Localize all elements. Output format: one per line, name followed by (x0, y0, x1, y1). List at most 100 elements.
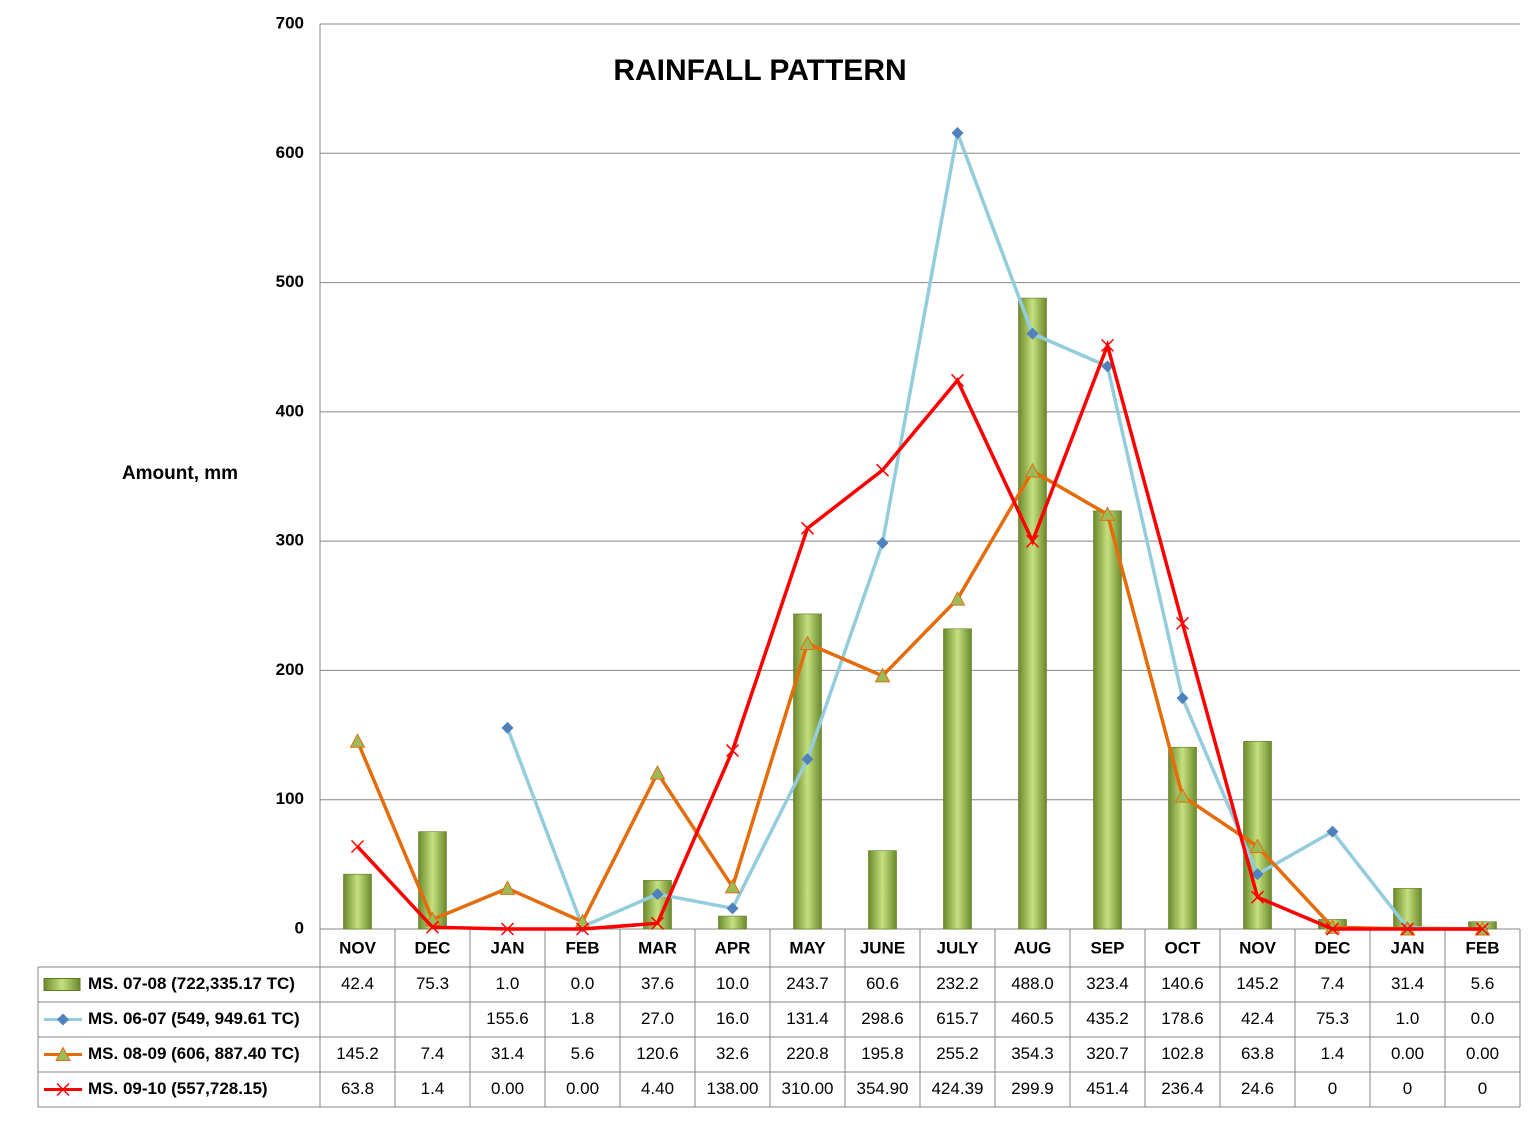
marker (1400, 922, 1415, 936)
marker (651, 888, 664, 901)
y-tick-label: 600 (276, 143, 304, 162)
marker (874, 667, 891, 683)
table-cell: 145.2 (1236, 974, 1279, 993)
table-cell: 5.6 (1471, 974, 1495, 993)
table-cell: 0.00 (1391, 1044, 1424, 1063)
legend-label: MS. 07-08 (722,335.17 TC) (88, 974, 295, 993)
table-cell: 63.8 (341, 1079, 374, 1098)
marker (56, 1082, 70, 1097)
table-cell: 75.3 (416, 974, 449, 993)
x-tick-label: DEC (1315, 938, 1351, 957)
marker (1251, 868, 1264, 881)
marker (1250, 890, 1265, 904)
marker (1174, 788, 1191, 803)
y-tick-label: 700 (276, 13, 304, 32)
table-cell: 120.6 (636, 1044, 679, 1063)
marker (1025, 534, 1040, 548)
table-cell: 354.3 (1011, 1044, 1054, 1063)
table-cell: 7.4 (421, 1044, 445, 1063)
table-cell: 1.8 (571, 1009, 595, 1028)
table-cell: 75.3 (1316, 1009, 1349, 1028)
bar (1168, 746, 1197, 930)
table-cell: 63.8 (1241, 1044, 1274, 1063)
marker (724, 878, 741, 894)
x-tick-label: JULY (937, 938, 980, 957)
table-cell: 42.4 (1241, 1009, 1274, 1028)
x-tick-label: MAY (789, 938, 826, 957)
x-tick-label: FEB (1466, 938, 1500, 957)
x-tick-label: FEB (566, 938, 600, 957)
table-cell: 0 (1403, 1079, 1412, 1098)
table-cell: 0.00 (491, 1079, 524, 1098)
marker (1024, 462, 1041, 478)
y-tick-label: 400 (276, 401, 304, 420)
marker (425, 920, 440, 934)
table-cell: 1.4 (1321, 1044, 1345, 1063)
table-cell: 488.0 (1011, 974, 1054, 993)
marker (350, 839, 365, 854)
x-tick-label: NOV (339, 938, 377, 957)
y-tick-label: 300 (276, 531, 304, 550)
bar (868, 850, 897, 930)
marker (1099, 506, 1116, 521)
marker (1100, 338, 1115, 352)
table-cell: 298.6 (861, 1009, 904, 1028)
table-cell: 37.6 (641, 974, 674, 993)
table-cell: 0.00 (566, 1079, 599, 1098)
x-tick-label: DEC (415, 938, 451, 957)
marker (1175, 616, 1190, 630)
marker (725, 744, 740, 758)
bar (718, 915, 747, 930)
legend-label: MS. 06-07 (549, 949.61 TC) (88, 1009, 300, 1028)
marker (499, 880, 516, 895)
table-cell: 31.4 (491, 1044, 524, 1063)
table-cell: 310.00 (782, 1079, 834, 1098)
bar (1018, 297, 1047, 930)
x-tick-label: JAN (1390, 938, 1424, 957)
marker (800, 521, 815, 535)
table-cell: 236.4 (1161, 1079, 1204, 1098)
x-tick-label: JAN (490, 938, 524, 957)
marker (1475, 922, 1490, 936)
table-cell: 195.8 (861, 1044, 904, 1063)
marker (650, 916, 665, 930)
table-cell: 255.2 (936, 1044, 979, 1063)
marker (950, 373, 965, 387)
marker (1249, 838, 1266, 854)
table-cell: 42.4 (341, 974, 374, 993)
x-tick-label: SEP (1090, 938, 1124, 957)
bar (943, 628, 972, 930)
marker (1026, 327, 1039, 340)
marker (501, 721, 514, 734)
table-cell: 354.90 (857, 1079, 909, 1098)
bar (1093, 510, 1122, 930)
line (356, 339, 1483, 931)
table-cell: 232.2 (936, 974, 979, 993)
table-cell: 60.6 (866, 974, 899, 993)
marker (575, 922, 590, 936)
y-tick-label: 500 (276, 272, 304, 291)
table-cell: 1.0 (496, 974, 520, 993)
table-cell: 10.0 (716, 974, 749, 993)
table-cell: 220.8 (786, 1044, 829, 1063)
bar (343, 873, 372, 930)
x-tick-label: NOV (1239, 938, 1277, 957)
x-tick-label: OCT (1165, 938, 1202, 957)
marker (1176, 692, 1189, 705)
marker (55, 1046, 71, 1061)
table-cell: 145.2 (336, 1044, 379, 1063)
marker (349, 733, 366, 748)
table-cell: 424.39 (932, 1079, 984, 1098)
table-cell: 243.7 (786, 974, 829, 993)
x-tick-label: MAR (638, 938, 677, 957)
marker (1326, 825, 1339, 838)
table-cell: 451.4 (1086, 1079, 1129, 1098)
table-cell: 0 (1478, 1079, 1487, 1098)
table-cell: 131.4 (786, 1009, 829, 1028)
table-cell: 31.4 (1391, 974, 1424, 993)
table-cell: 1.0 (1396, 1009, 1420, 1028)
table-cell: 24.6 (1241, 1079, 1274, 1098)
table-cell: 0.00 (1466, 1044, 1499, 1063)
x-tick-label: AUG (1014, 938, 1052, 957)
